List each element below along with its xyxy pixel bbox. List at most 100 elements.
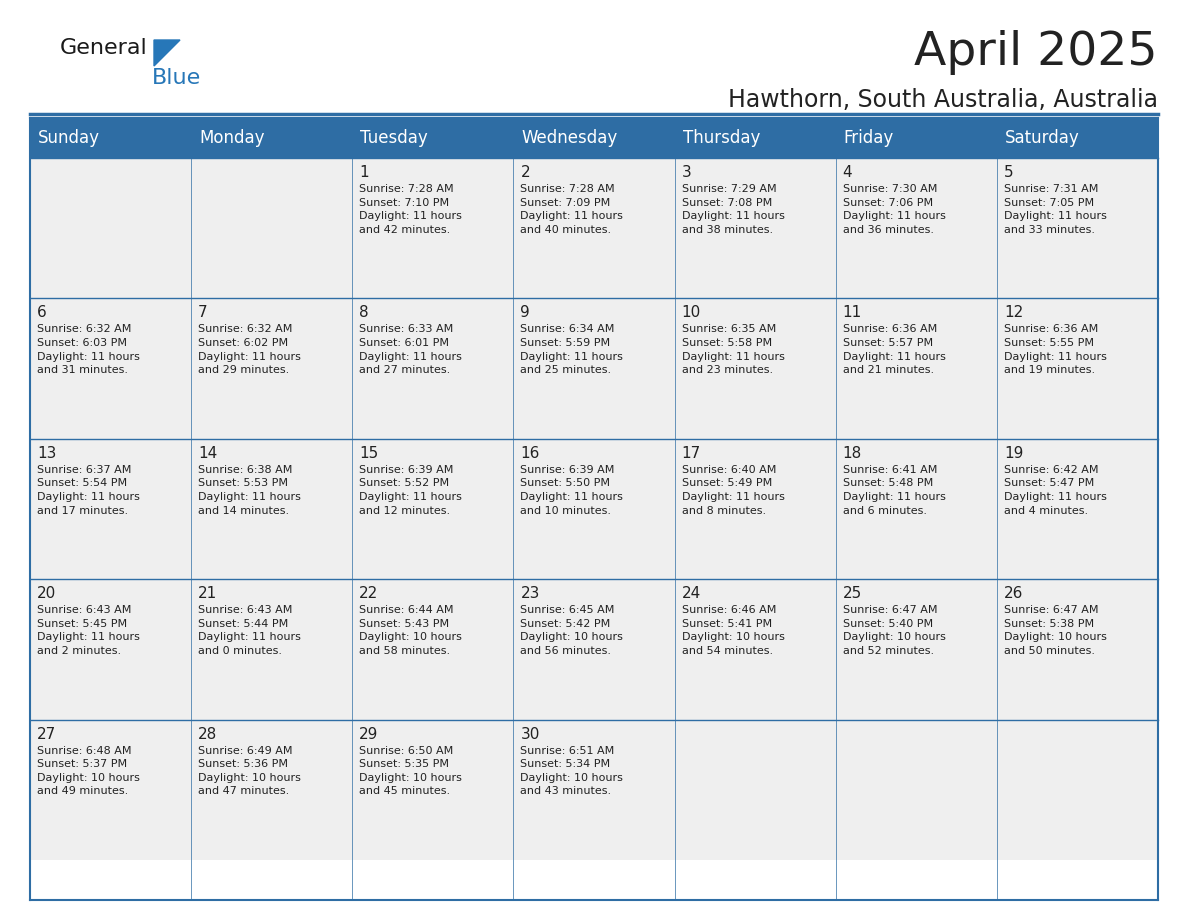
Bar — [30, 720, 191, 860]
Text: 19: 19 — [1004, 446, 1023, 461]
Text: Sunrise: 6:43 AM
Sunset: 5:45 PM
Daylight: 11 hours
and 2 minutes.: Sunrise: 6:43 AM Sunset: 5:45 PM Dayligh… — [37, 605, 140, 656]
Text: Sunrise: 6:35 AM
Sunset: 5:58 PM
Daylight: 11 hours
and 23 minutes.: Sunrise: 6:35 AM Sunset: 5:58 PM Dayligh… — [682, 324, 784, 375]
Text: Sunrise: 6:34 AM
Sunset: 5:59 PM
Daylight: 11 hours
and 25 minutes.: Sunrise: 6:34 AM Sunset: 5:59 PM Dayligh… — [520, 324, 624, 375]
Text: 25: 25 — [842, 587, 862, 601]
Text: General: General — [61, 38, 147, 58]
Text: Wednesday: Wednesday — [522, 129, 618, 147]
Text: 10: 10 — [682, 306, 701, 320]
Bar — [30, 118, 1158, 158]
Text: Saturday: Saturday — [1005, 129, 1080, 147]
Text: Sunrise: 6:47 AM
Sunset: 5:38 PM
Daylight: 10 hours
and 50 minutes.: Sunrise: 6:47 AM Sunset: 5:38 PM Dayligh… — [1004, 605, 1107, 656]
Text: Sunrise: 6:36 AM
Sunset: 5:57 PM
Daylight: 11 hours
and 21 minutes.: Sunrise: 6:36 AM Sunset: 5:57 PM Dayligh… — [842, 324, 946, 375]
Bar — [513, 298, 675, 439]
Text: Sunrise: 6:45 AM
Sunset: 5:42 PM
Daylight: 10 hours
and 56 minutes.: Sunrise: 6:45 AM Sunset: 5:42 PM Dayligh… — [520, 605, 624, 656]
Bar — [513, 439, 675, 579]
Text: Blue: Blue — [152, 68, 201, 88]
Bar — [513, 579, 675, 720]
Text: 16: 16 — [520, 446, 539, 461]
Bar — [835, 298, 997, 439]
Text: Sunrise: 6:46 AM
Sunset: 5:41 PM
Daylight: 10 hours
and 54 minutes.: Sunrise: 6:46 AM Sunset: 5:41 PM Dayligh… — [682, 605, 784, 656]
Bar — [353, 579, 513, 720]
Bar — [835, 720, 997, 860]
Bar — [997, 158, 1158, 298]
Text: Sunrise: 7:30 AM
Sunset: 7:06 PM
Daylight: 11 hours
and 36 minutes.: Sunrise: 7:30 AM Sunset: 7:06 PM Dayligh… — [842, 184, 946, 235]
Text: Sunrise: 6:32 AM
Sunset: 6:02 PM
Daylight: 11 hours
and 29 minutes.: Sunrise: 6:32 AM Sunset: 6:02 PM Dayligh… — [198, 324, 301, 375]
Text: Sunrise: 6:50 AM
Sunset: 5:35 PM
Daylight: 10 hours
and 45 minutes.: Sunrise: 6:50 AM Sunset: 5:35 PM Dayligh… — [359, 745, 462, 797]
Text: Sunday: Sunday — [38, 129, 100, 147]
Text: 6: 6 — [37, 306, 46, 320]
Text: Sunrise: 6:32 AM
Sunset: 6:03 PM
Daylight: 11 hours
and 31 minutes.: Sunrise: 6:32 AM Sunset: 6:03 PM Dayligh… — [37, 324, 140, 375]
Text: 8: 8 — [359, 306, 369, 320]
Text: 29: 29 — [359, 727, 379, 742]
Text: 12: 12 — [1004, 306, 1023, 320]
Bar — [191, 298, 353, 439]
Text: Sunrise: 6:51 AM
Sunset: 5:34 PM
Daylight: 10 hours
and 43 minutes.: Sunrise: 6:51 AM Sunset: 5:34 PM Dayligh… — [520, 745, 624, 797]
Text: Sunrise: 6:39 AM
Sunset: 5:52 PM
Daylight: 11 hours
and 12 minutes.: Sunrise: 6:39 AM Sunset: 5:52 PM Dayligh… — [359, 465, 462, 516]
Text: 30: 30 — [520, 727, 539, 742]
Text: Sunrise: 6:40 AM
Sunset: 5:49 PM
Daylight: 11 hours
and 8 minutes.: Sunrise: 6:40 AM Sunset: 5:49 PM Dayligh… — [682, 465, 784, 516]
Bar — [30, 439, 191, 579]
Text: 23: 23 — [520, 587, 539, 601]
Text: 1: 1 — [359, 165, 369, 180]
Bar — [675, 439, 835, 579]
Bar — [191, 158, 353, 298]
Text: Sunrise: 7:28 AM
Sunset: 7:09 PM
Daylight: 11 hours
and 40 minutes.: Sunrise: 7:28 AM Sunset: 7:09 PM Dayligh… — [520, 184, 624, 235]
Text: Monday: Monday — [200, 129, 265, 147]
Text: Sunrise: 7:31 AM
Sunset: 7:05 PM
Daylight: 11 hours
and 33 minutes.: Sunrise: 7:31 AM Sunset: 7:05 PM Dayligh… — [1004, 184, 1107, 235]
Bar — [30, 579, 191, 720]
Bar — [191, 720, 353, 860]
Bar — [675, 720, 835, 860]
Text: 17: 17 — [682, 446, 701, 461]
Bar — [997, 439, 1158, 579]
Bar — [675, 298, 835, 439]
Bar — [675, 579, 835, 720]
Text: Sunrise: 6:42 AM
Sunset: 5:47 PM
Daylight: 11 hours
and 4 minutes.: Sunrise: 6:42 AM Sunset: 5:47 PM Dayligh… — [1004, 465, 1107, 516]
Text: 3: 3 — [682, 165, 691, 180]
Bar — [30, 298, 191, 439]
Text: Sunrise: 6:36 AM
Sunset: 5:55 PM
Daylight: 11 hours
and 19 minutes.: Sunrise: 6:36 AM Sunset: 5:55 PM Dayligh… — [1004, 324, 1107, 375]
Text: Sunrise: 6:37 AM
Sunset: 5:54 PM
Daylight: 11 hours
and 17 minutes.: Sunrise: 6:37 AM Sunset: 5:54 PM Dayligh… — [37, 465, 140, 516]
Text: 24: 24 — [682, 587, 701, 601]
Bar — [353, 439, 513, 579]
Text: Sunrise: 6:39 AM
Sunset: 5:50 PM
Daylight: 11 hours
and 10 minutes.: Sunrise: 6:39 AM Sunset: 5:50 PM Dayligh… — [520, 465, 624, 516]
Text: Sunrise: 6:38 AM
Sunset: 5:53 PM
Daylight: 11 hours
and 14 minutes.: Sunrise: 6:38 AM Sunset: 5:53 PM Dayligh… — [198, 465, 301, 516]
Text: 7: 7 — [198, 306, 208, 320]
Text: Sunrise: 7:28 AM
Sunset: 7:10 PM
Daylight: 11 hours
and 42 minutes.: Sunrise: 7:28 AM Sunset: 7:10 PM Dayligh… — [359, 184, 462, 235]
Text: Sunrise: 7:29 AM
Sunset: 7:08 PM
Daylight: 11 hours
and 38 minutes.: Sunrise: 7:29 AM Sunset: 7:08 PM Dayligh… — [682, 184, 784, 235]
Text: Hawthorn, South Australia, Australia: Hawthorn, South Australia, Australia — [728, 88, 1158, 112]
Bar — [191, 579, 353, 720]
Bar — [353, 158, 513, 298]
Text: 21: 21 — [198, 587, 217, 601]
Text: Sunrise: 6:41 AM
Sunset: 5:48 PM
Daylight: 11 hours
and 6 minutes.: Sunrise: 6:41 AM Sunset: 5:48 PM Dayligh… — [842, 465, 946, 516]
Text: Sunrise: 6:43 AM
Sunset: 5:44 PM
Daylight: 11 hours
and 0 minutes.: Sunrise: 6:43 AM Sunset: 5:44 PM Dayligh… — [198, 605, 301, 656]
Text: Thursday: Thursday — [683, 129, 760, 147]
Text: 26: 26 — [1004, 587, 1023, 601]
Bar — [191, 439, 353, 579]
Text: 4: 4 — [842, 165, 852, 180]
Bar — [675, 158, 835, 298]
Text: Sunrise: 6:47 AM
Sunset: 5:40 PM
Daylight: 10 hours
and 52 minutes.: Sunrise: 6:47 AM Sunset: 5:40 PM Dayligh… — [842, 605, 946, 656]
Text: 9: 9 — [520, 306, 530, 320]
Bar — [353, 298, 513, 439]
Text: 20: 20 — [37, 587, 56, 601]
Text: 14: 14 — [198, 446, 217, 461]
Text: Sunrise: 6:33 AM
Sunset: 6:01 PM
Daylight: 11 hours
and 27 minutes.: Sunrise: 6:33 AM Sunset: 6:01 PM Dayligh… — [359, 324, 462, 375]
Text: 2: 2 — [520, 165, 530, 180]
Text: Friday: Friday — [843, 129, 893, 147]
Text: 11: 11 — [842, 306, 862, 320]
Text: 28: 28 — [198, 727, 217, 742]
Bar — [997, 720, 1158, 860]
Bar — [997, 579, 1158, 720]
Polygon shape — [154, 40, 181, 66]
Bar — [835, 439, 997, 579]
Text: 15: 15 — [359, 446, 379, 461]
Text: April 2025: April 2025 — [915, 30, 1158, 75]
Text: 18: 18 — [842, 446, 862, 461]
Text: 22: 22 — [359, 587, 379, 601]
Text: Sunrise: 6:49 AM
Sunset: 5:36 PM
Daylight: 10 hours
and 47 minutes.: Sunrise: 6:49 AM Sunset: 5:36 PM Dayligh… — [198, 745, 301, 797]
Text: Sunrise: 6:44 AM
Sunset: 5:43 PM
Daylight: 10 hours
and 58 minutes.: Sunrise: 6:44 AM Sunset: 5:43 PM Dayligh… — [359, 605, 462, 656]
Text: 13: 13 — [37, 446, 56, 461]
Text: Sunrise: 6:48 AM
Sunset: 5:37 PM
Daylight: 10 hours
and 49 minutes.: Sunrise: 6:48 AM Sunset: 5:37 PM Dayligh… — [37, 745, 140, 797]
Bar — [513, 158, 675, 298]
Text: 5: 5 — [1004, 165, 1013, 180]
